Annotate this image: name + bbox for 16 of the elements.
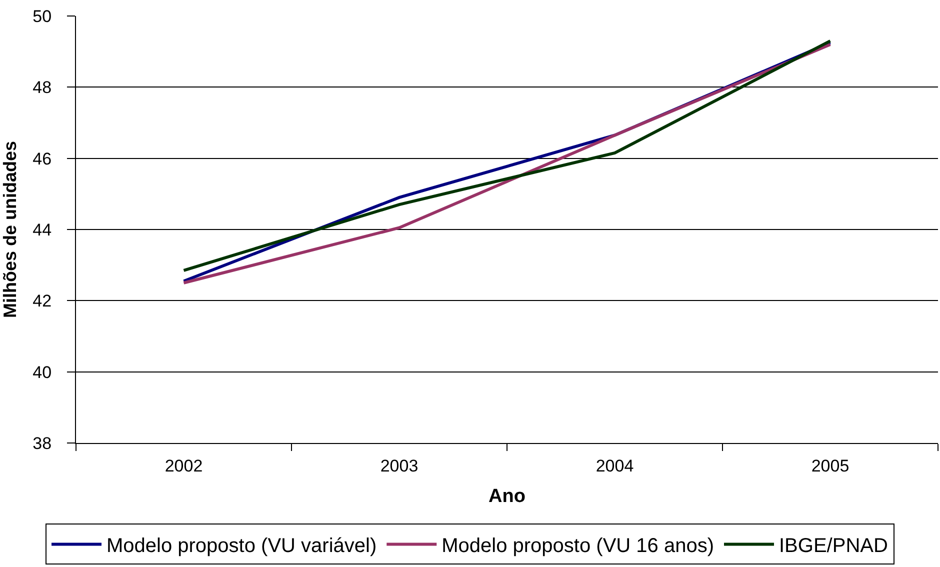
legend-label: Modelo proposto (VU 16 anos): [442, 535, 714, 558]
y-tick-label: 48: [32, 78, 52, 98]
y-tick-label: 40: [32, 362, 52, 382]
x-axis-title: Ano: [488, 486, 526, 508]
x-tick-label: 2005: [811, 456, 850, 476]
legend-label: IBGE/PNAD: [779, 535, 888, 558]
y-tick-label: 42: [32, 292, 52, 311]
y-tick-label: 46: [32, 149, 52, 168]
legend-label: Modelo proposto (VU variável): [106, 535, 377, 558]
y-tick-label: 38: [32, 434, 52, 453]
x-tick-label: 2004: [596, 456, 634, 476]
x-tick-label: 2003: [380, 456, 418, 476]
y-axis-title: Milhões de unidades: [0, 140, 20, 318]
y-tick-label: 44: [32, 220, 52, 240]
y-tick-label: 50: [32, 6, 52, 26]
x-tick-label: 2002: [164, 456, 203, 476]
